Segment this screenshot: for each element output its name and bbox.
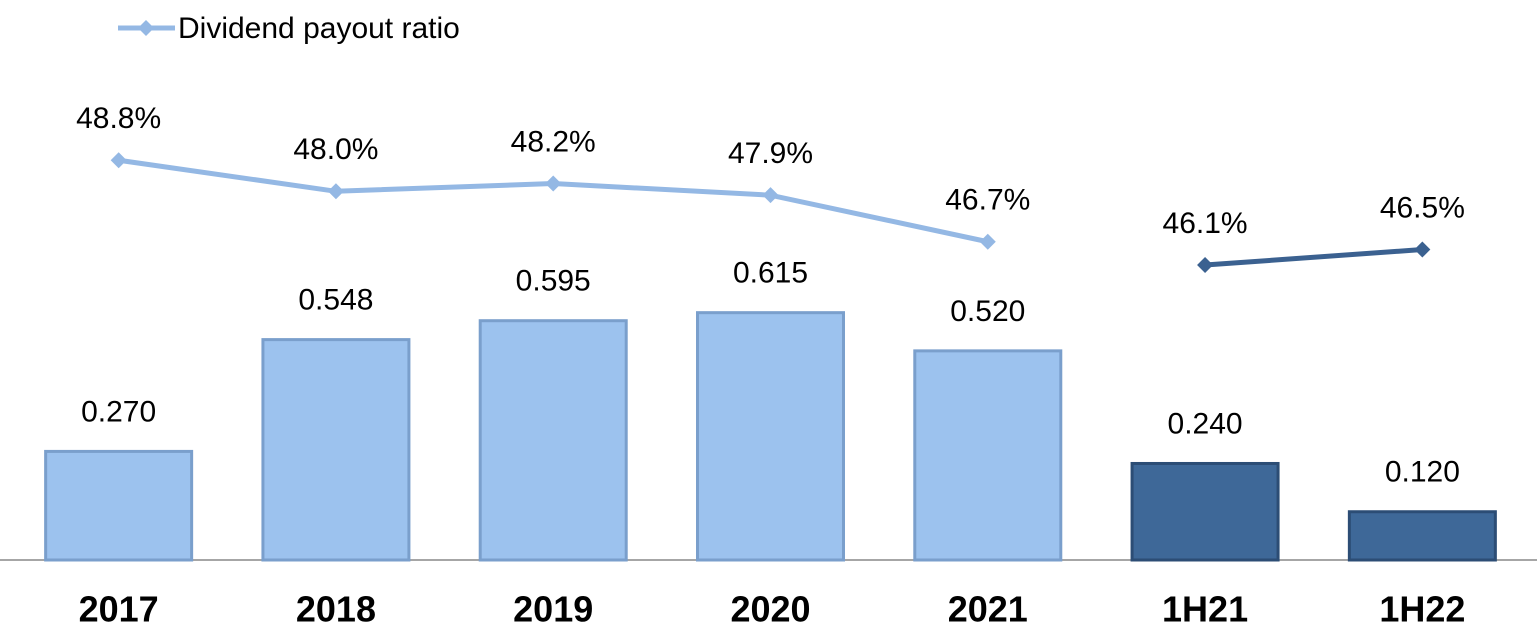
- line-marker: [1414, 241, 1431, 258]
- bar: [913, 349, 1063, 562]
- data-label: 47.9%: [728, 137, 813, 170]
- bar: [1130, 461, 1280, 562]
- line-marker: [979, 233, 996, 250]
- data-label: 0.120: [1385, 456, 1460, 489]
- x-tick-label: 2017: [79, 589, 159, 630]
- x-tick-label: 1H21: [1162, 589, 1248, 630]
- bar: [261, 338, 411, 562]
- bar: [696, 311, 845, 562]
- bar: [44, 449, 194, 562]
- line-marker: [762, 187, 779, 204]
- legend-marker: [138, 20, 154, 36]
- x-tick-label: 2021: [948, 589, 1028, 630]
- data-label: 48.2%: [511, 125, 596, 158]
- data-label: 0.548: [298, 284, 373, 317]
- x-tick-label: 1H22: [1379, 589, 1465, 630]
- line-marker: [545, 175, 562, 192]
- line-marker: [1197, 257, 1214, 274]
- legend-label: Dividend payout ratio: [178, 12, 460, 45]
- data-label: 0.595: [516, 265, 591, 298]
- data-label: 0.270: [81, 395, 156, 428]
- line: [118, 157, 989, 245]
- line: [1204, 247, 1423, 268]
- data-label: 0.520: [950, 295, 1025, 328]
- data-label: 46.5%: [1380, 191, 1465, 224]
- bar: [478, 319, 628, 562]
- data-label: 46.1%: [1163, 207, 1248, 240]
- bar: [1347, 510, 1497, 562]
- line-marker: [110, 152, 127, 169]
- x-tick-label: 2019: [513, 589, 593, 630]
- data-label: 48.0%: [293, 133, 378, 166]
- data-label: 48.8%: [76, 102, 161, 135]
- x-tick-label: 2018: [296, 589, 376, 630]
- data-label: 0.240: [1168, 407, 1243, 440]
- line-marker: [327, 183, 344, 200]
- data-label: 46.7%: [945, 184, 1030, 217]
- x-tick-label: 2020: [730, 589, 810, 630]
- data-label: 0.615: [733, 257, 808, 290]
